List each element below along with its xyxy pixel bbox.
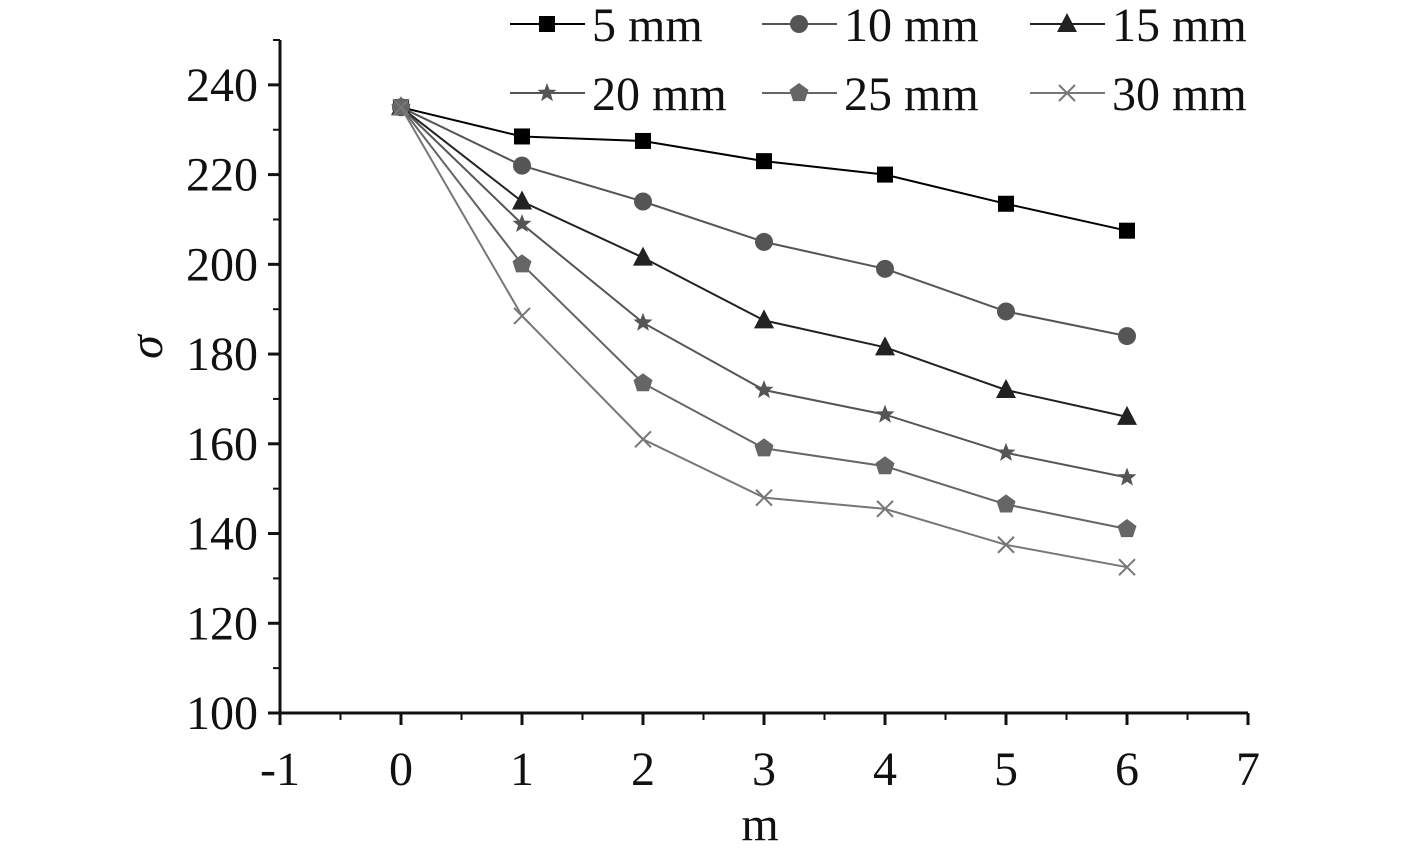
- legend-marker: [537, 83, 557, 102]
- data-point: [512, 190, 532, 210]
- data-point: [514, 128, 530, 145]
- series-5-mm: [393, 99, 1135, 239]
- legend-label: 25 mm: [844, 68, 979, 121]
- data-point: [392, 98, 410, 117]
- data-point: [754, 309, 774, 329]
- x-tick-label: 1: [510, 743, 534, 796]
- data-point: [875, 336, 895, 356]
- data-point: [634, 192, 652, 211]
- x-tick-label: 5: [994, 743, 1018, 796]
- legend-item: 10 mm: [762, 0, 979, 52]
- data-point: [1118, 558, 1136, 576]
- data-point: [875, 456, 895, 475]
- legend-item: 20 mm: [510, 68, 727, 121]
- data-point: [513, 156, 531, 175]
- legend-marker: [1058, 84, 1076, 102]
- x-tick-label: -1: [260, 743, 300, 796]
- data-point: [755, 232, 773, 251]
- x-tick-label: 3: [752, 743, 776, 796]
- y-tick-label: 120: [186, 597, 258, 650]
- series-line: [400, 106, 1128, 338]
- series-layer: [391, 96, 1137, 576]
- data-point: [512, 214, 532, 232]
- data-point: [756, 153, 772, 170]
- y-axis-label: σ: [120, 333, 173, 359]
- data-point: [876, 500, 894, 518]
- data-point: [996, 378, 1016, 398]
- legend: 5 mm 10 mm 15 mm 20 mm 25 mm 30 mm: [510, 0, 1247, 121]
- legend-item: 25 mm: [762, 68, 979, 121]
- data-point: [634, 430, 652, 449]
- x-tick-label: 7: [1236, 743, 1260, 796]
- data-point: [877, 166, 893, 183]
- x-tick-label: 6: [1115, 743, 1139, 796]
- data-point: [513, 307, 531, 325]
- legend-item: 30 mm: [1030, 68, 1247, 121]
- legend-marker: [1057, 13, 1077, 32]
- y-tick-label: 140: [186, 508, 258, 561]
- legend-marker: [539, 16, 555, 32]
- legend-marker: [790, 15, 808, 33]
- y-tick-label: 200: [186, 238, 258, 291]
- series-30-mm: [392, 98, 1136, 576]
- y-tick-label: 160: [186, 418, 258, 471]
- data-point: [1117, 519, 1137, 538]
- data-point: [876, 259, 894, 278]
- data-point: [998, 195, 1014, 212]
- data-point: [1118, 327, 1136, 346]
- y-tick-label: 240: [186, 59, 258, 112]
- data-point: [635, 132, 651, 149]
- data-point: [755, 488, 773, 507]
- x-axis-label: m: [741, 798, 778, 848]
- data-point: [1117, 467, 1137, 486]
- data-point: [996, 494, 1016, 513]
- data-point: [875, 404, 895, 423]
- y-tick-label: 100: [186, 687, 258, 740]
- y-tick-label: 220: [186, 149, 258, 202]
- legend-item: 15 mm: [1030, 0, 1247, 52]
- legend-item: 5 mm: [510, 0, 703, 52]
- x-tick-label: 2: [631, 743, 655, 796]
- data-point: [633, 312, 653, 331]
- data-point: [1119, 222, 1135, 239]
- legend-label: 20 mm: [592, 68, 727, 121]
- series-15-mm: [391, 96, 1137, 425]
- legend-label: 5 mm: [592, 0, 703, 52]
- x-tick-label: 4: [873, 743, 897, 796]
- data-point: [997, 302, 1015, 321]
- series-10-mm: [392, 98, 1136, 346]
- data-point: [997, 536, 1015, 554]
- data-point: [633, 373, 653, 392]
- axes: -1 0 1 2 3 4 5 6 7 100 120 140 160 180 200 220 240: [186, 39, 1260, 796]
- y-tick-label: 180: [186, 328, 258, 381]
- legend-label: 30 mm: [1112, 68, 1247, 121]
- x-tick-label: 0: [389, 743, 413, 796]
- legend-marker: [789, 83, 809, 102]
- data-point: [1117, 405, 1137, 425]
- legend-label: 10 mm: [844, 0, 979, 52]
- data-point: [754, 438, 774, 457]
- data-point: [633, 246, 653, 266]
- data-point: [754, 380, 774, 399]
- data-point: [512, 254, 532, 273]
- legend-label: 15 mm: [1112, 0, 1247, 52]
- data-point: [996, 442, 1016, 461]
